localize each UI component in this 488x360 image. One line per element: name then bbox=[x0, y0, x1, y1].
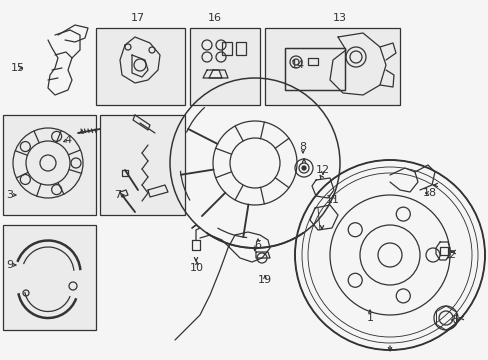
Bar bbox=[285, 48, 345, 90]
Bar bbox=[100, 115, 184, 215]
Text: 5: 5 bbox=[451, 315, 459, 325]
Text: 15: 15 bbox=[11, 63, 25, 73]
Bar bbox=[264, 28, 399, 105]
Text: 3: 3 bbox=[6, 190, 14, 200]
Circle shape bbox=[302, 166, 305, 170]
Text: 16: 16 bbox=[207, 13, 222, 23]
Text: 14: 14 bbox=[290, 60, 305, 70]
Bar bbox=[222, 42, 231, 55]
Text: 7: 7 bbox=[114, 190, 122, 200]
Text: 18: 18 bbox=[422, 188, 436, 198]
Text: 12: 12 bbox=[315, 165, 329, 175]
Bar bbox=[96, 28, 184, 105]
Text: 13: 13 bbox=[332, 13, 346, 23]
Text: 17: 17 bbox=[131, 13, 145, 23]
Text: 1: 1 bbox=[366, 313, 373, 323]
Bar bbox=[3, 115, 96, 215]
Bar bbox=[3, 225, 96, 330]
Text: 10: 10 bbox=[190, 263, 203, 273]
Text: 19: 19 bbox=[257, 275, 271, 285]
Text: 8: 8 bbox=[299, 142, 306, 152]
Text: 6: 6 bbox=[254, 240, 261, 250]
Bar bbox=[190, 28, 260, 105]
Text: 9: 9 bbox=[6, 260, 14, 270]
Bar bbox=[236, 42, 245, 55]
Text: 4: 4 bbox=[64, 135, 71, 145]
Text: 11: 11 bbox=[325, 195, 339, 205]
Text: 2: 2 bbox=[447, 250, 455, 260]
Bar bbox=[285, 48, 345, 90]
